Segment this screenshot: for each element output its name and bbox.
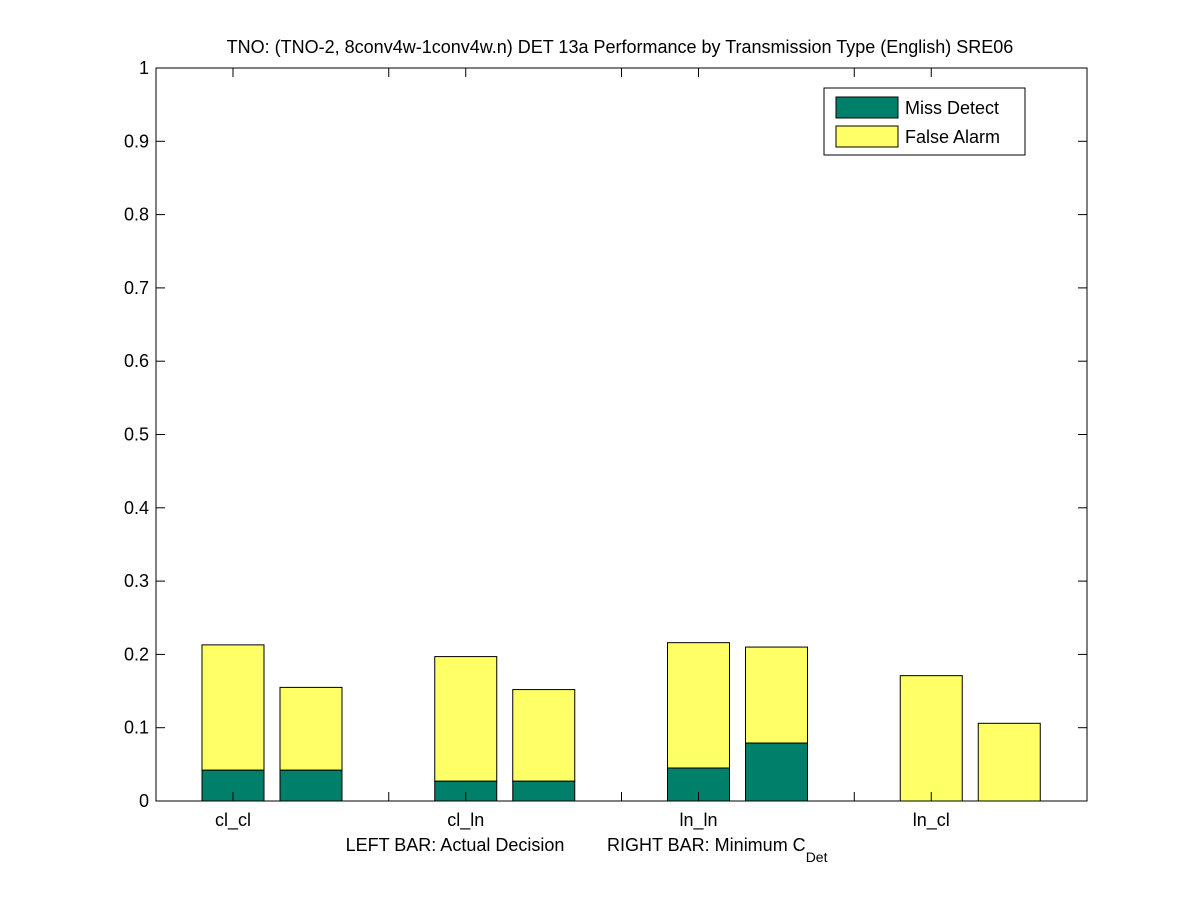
bar-false-alarm-minimum-cl_cl bbox=[279, 686, 343, 771]
x-axis-label-right-text: RIGHT BAR: Minimum C bbox=[607, 835, 806, 855]
bar-false-alarm-actual-cl_ln bbox=[434, 656, 498, 782]
x-axis-ticks: cl_cl cl_ln ln_ln ln_cl bbox=[215, 68, 950, 831]
y-tick-label: 0 bbox=[139, 791, 149, 811]
bar-false-alarm-minimum-ln_cl bbox=[977, 722, 1041, 802]
bar-miss-detect-minimum-cl_cl bbox=[279, 769, 343, 802]
y-tick-label: 0.7 bbox=[124, 278, 149, 298]
bar-miss-detect-minimum-ln_ln bbox=[745, 742, 808, 802]
x-axis-label: LEFT BAR: Actual Decision RIGHT BAR: Min… bbox=[346, 835, 828, 865]
y-tick-label: 0.4 bbox=[124, 498, 149, 518]
x-tick-label-cl_cl: cl_cl bbox=[215, 810, 251, 831]
legend: Miss Detect False Alarm bbox=[823, 87, 1026, 156]
legend-swatch-false-alarm bbox=[835, 125, 899, 148]
y-tick-label: 0.9 bbox=[124, 131, 149, 151]
bar-miss-detect-minimum-cl_ln bbox=[512, 780, 576, 802]
x-axis-label-right-subscript: Det bbox=[806, 849, 828, 865]
y-tick-label: 0.8 bbox=[124, 205, 149, 225]
bar-false-alarm-actual-ln_cl bbox=[899, 675, 963, 802]
bars bbox=[201, 642, 1041, 802]
bar-false-alarm-actual-cl_cl bbox=[201, 644, 265, 771]
bar-false-alarm-minimum-ln_ln bbox=[745, 646, 808, 744]
y-tick-label: 1 bbox=[139, 58, 149, 78]
bar-false-alarm-actual-ln_ln bbox=[667, 642, 730, 769]
y-tick-label: 0.1 bbox=[124, 718, 149, 738]
legend-label-false-alarm: False Alarm bbox=[905, 127, 1000, 147]
y-tick-label: 0.2 bbox=[124, 644, 149, 664]
y-axis-ticks: 0 0.1 0.2 0.3 0.4 0.5 0.6 0.7 0.8 0.9 1 bbox=[124, 58, 1087, 811]
y-tick-label: 0.6 bbox=[124, 351, 149, 371]
x-tick-label-cl_ln: cl_ln bbox=[447, 810, 484, 831]
legend-label-miss-detect: Miss Detect bbox=[905, 98, 999, 118]
plot-frame bbox=[155, 67, 1088, 802]
bar-false-alarm-minimum-cl_ln bbox=[512, 689, 576, 782]
y-tick-label: 0.5 bbox=[124, 425, 149, 445]
legend-swatch-miss-detect bbox=[835, 96, 899, 119]
x-tick-label-ln_ln: ln_ln bbox=[679, 810, 717, 831]
x-axis-label-right: RIGHT BAR: Minimum CDet bbox=[607, 835, 828, 865]
x-axis-label-left: LEFT BAR: Actual Decision bbox=[346, 835, 565, 855]
x-tick-label-ln_cl: ln_cl bbox=[913, 810, 950, 831]
chart-title: TNO: (TNO-2, 8conv4w-1conv4w.n) DET 13a … bbox=[227, 37, 1014, 57]
y-tick-label: 0.3 bbox=[124, 571, 149, 591]
